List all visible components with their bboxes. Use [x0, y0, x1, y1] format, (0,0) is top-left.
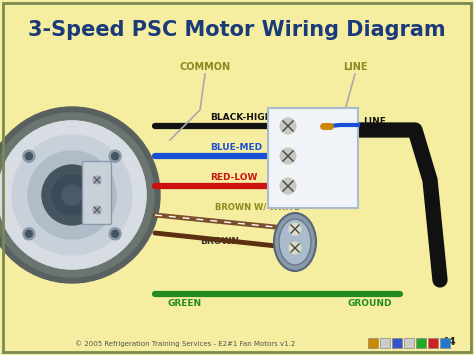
Circle shape	[26, 153, 32, 160]
Circle shape	[289, 223, 301, 235]
Circle shape	[62, 185, 82, 205]
Text: RED-LOW: RED-LOW	[210, 173, 257, 181]
Circle shape	[16, 139, 128, 251]
Bar	[404, 338, 414, 348]
Circle shape	[44, 167, 100, 223]
Bar	[428, 338, 438, 348]
Circle shape	[0, 107, 160, 283]
Circle shape	[12, 135, 132, 255]
Ellipse shape	[279, 219, 311, 265]
Text: LINE: LINE	[363, 118, 386, 126]
Circle shape	[280, 118, 296, 134]
Text: LINE: LINE	[343, 62, 367, 72]
Text: BLUE-MED: BLUE-MED	[210, 142, 262, 152]
Circle shape	[56, 179, 88, 211]
Bar	[392, 338, 402, 348]
Text: 3-Speed PSC Motor Wiring Diagram: 3-Speed PSC Motor Wiring Diagram	[28, 20, 446, 40]
Circle shape	[42, 165, 102, 225]
Circle shape	[62, 185, 82, 205]
Text: © 2005 Refrigeration Training Services - E2#1 Fan Motors v1.2: © 2005 Refrigeration Training Services -…	[75, 340, 295, 347]
Circle shape	[0, 121, 146, 269]
Text: BLACK-HIGH: BLACK-HIGH	[210, 113, 272, 121]
Bar	[380, 338, 390, 348]
Text: BROWN W/ WHITE: BROWN W/ WHITE	[215, 202, 300, 212]
Circle shape	[93, 206, 101, 214]
Ellipse shape	[274, 213, 316, 271]
Circle shape	[23, 150, 35, 162]
Bar	[268, 108, 358, 208]
Circle shape	[0, 121, 146, 269]
FancyBboxPatch shape	[82, 162, 111, 224]
Bar	[440, 338, 450, 348]
Text: GREEN: GREEN	[168, 300, 202, 308]
Circle shape	[28, 151, 116, 239]
Bar	[416, 338, 426, 348]
Bar	[368, 338, 378, 348]
Text: BROWN: BROWN	[200, 237, 239, 246]
Circle shape	[109, 228, 121, 240]
Circle shape	[280, 178, 296, 194]
Circle shape	[111, 230, 118, 237]
Circle shape	[280, 148, 296, 164]
Text: COMMON: COMMON	[180, 62, 230, 72]
Circle shape	[93, 176, 101, 184]
Circle shape	[0, 113, 154, 277]
Circle shape	[32, 155, 112, 235]
Circle shape	[109, 150, 121, 162]
Circle shape	[289, 242, 301, 254]
Text: GROUND: GROUND	[348, 300, 392, 308]
Circle shape	[111, 153, 118, 160]
Circle shape	[52, 175, 92, 215]
Circle shape	[23, 228, 35, 240]
Circle shape	[26, 230, 32, 237]
Text: 44: 44	[441, 337, 456, 347]
